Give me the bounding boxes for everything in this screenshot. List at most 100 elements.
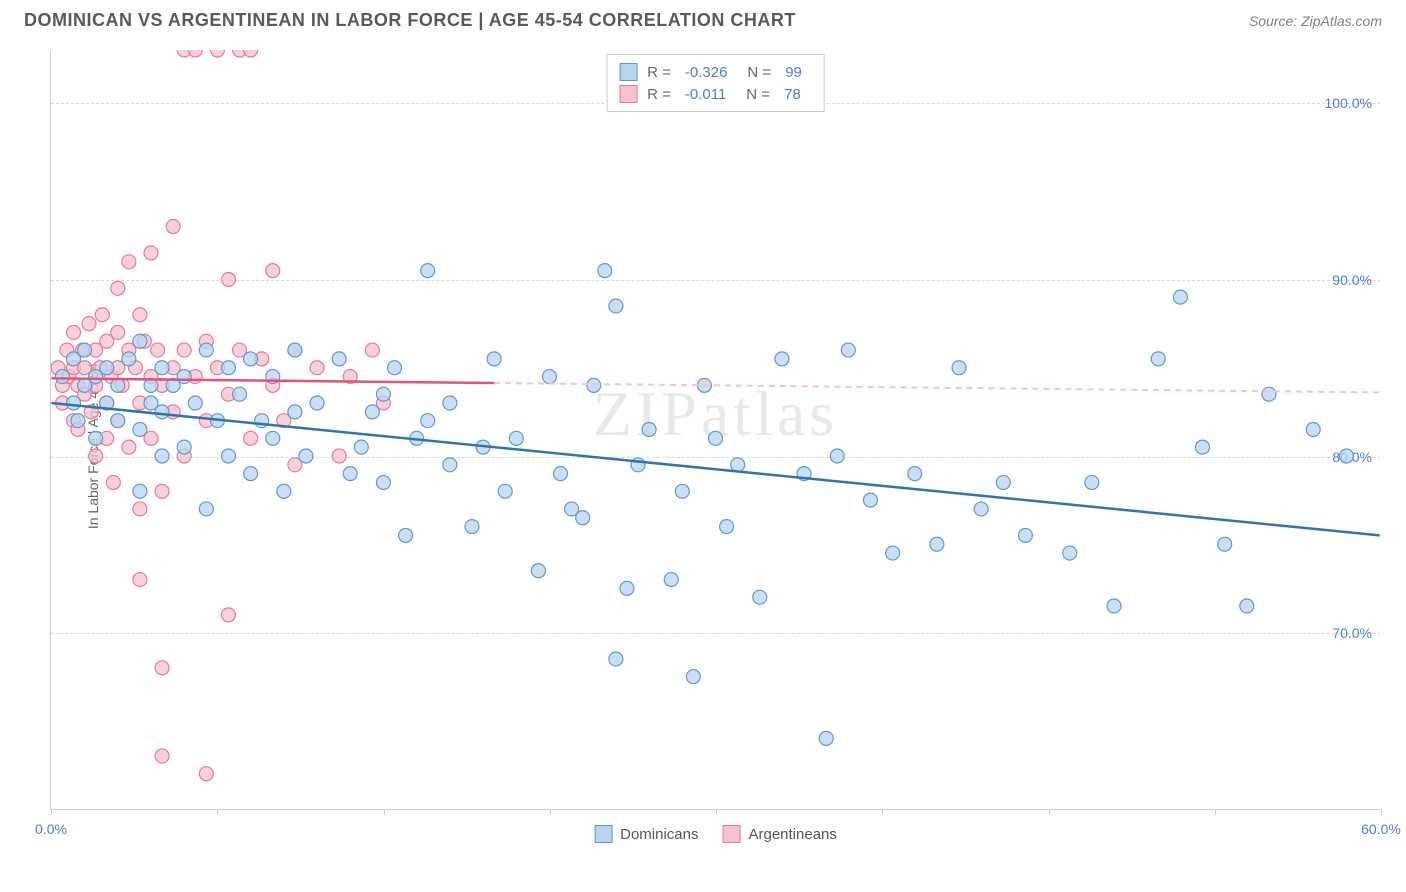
data-point xyxy=(587,378,601,392)
n-value-0: 99 xyxy=(785,64,802,81)
data-point xyxy=(841,343,855,357)
data-point xyxy=(155,749,169,763)
data-point xyxy=(952,361,966,375)
data-point xyxy=(598,264,612,278)
data-point xyxy=(1218,537,1232,551)
data-point xyxy=(332,449,346,463)
data-point xyxy=(166,220,180,234)
data-point xyxy=(443,396,457,410)
source-name: ZipAtlas.com xyxy=(1301,13,1382,29)
legend-item-dominicans: Dominicans xyxy=(594,825,698,843)
data-point xyxy=(376,475,390,489)
data-point xyxy=(1240,599,1254,613)
data-point xyxy=(244,50,258,57)
data-point xyxy=(974,502,988,516)
x-tick xyxy=(1215,809,1216,815)
chart-title: DOMINICAN VS ARGENTINEAN IN LABOR FORCE … xyxy=(24,10,796,31)
data-point xyxy=(199,343,213,357)
data-point xyxy=(177,370,191,384)
data-point xyxy=(221,449,235,463)
x-tick xyxy=(716,809,717,815)
x-tick-label: 0.0% xyxy=(35,821,67,837)
swatch-argentineans-bottom xyxy=(722,825,740,843)
data-point xyxy=(609,652,623,666)
data-point xyxy=(1262,387,1276,401)
data-point xyxy=(1107,599,1121,613)
data-point xyxy=(443,458,457,472)
data-point xyxy=(111,325,125,339)
data-point xyxy=(886,546,900,560)
data-point xyxy=(399,528,413,542)
x-tick xyxy=(550,809,551,815)
data-point xyxy=(830,449,844,463)
data-point xyxy=(71,414,85,428)
data-point xyxy=(1151,352,1165,366)
data-point xyxy=(89,449,103,463)
legend-label-dominicans: Dominicans xyxy=(620,826,698,843)
data-point xyxy=(111,378,125,392)
data-point xyxy=(332,352,346,366)
data-point xyxy=(89,431,103,445)
x-tick xyxy=(1381,809,1382,815)
x-tick xyxy=(882,809,883,815)
data-point xyxy=(576,511,590,525)
swatch-argentineans xyxy=(619,85,637,103)
data-point xyxy=(133,484,147,498)
data-point xyxy=(930,537,944,551)
data-point xyxy=(620,581,634,595)
swatch-dominicans xyxy=(619,63,637,81)
r-value-0: -0.326 xyxy=(685,64,728,81)
stats-row-argentineans: R = -0.011 N = 78 xyxy=(619,83,812,105)
data-point xyxy=(221,608,235,622)
chart-plot-area: ZIPatlas 70.0%80.0%90.0%100.0% 0.0%60.0%… xyxy=(50,50,1380,810)
data-point xyxy=(122,352,136,366)
data-point xyxy=(155,661,169,675)
data-point xyxy=(1063,546,1077,560)
data-point xyxy=(122,255,136,269)
data-point xyxy=(664,573,678,587)
data-point xyxy=(996,475,1010,489)
data-point xyxy=(299,449,313,463)
r-label-1: R = xyxy=(647,86,671,103)
data-point xyxy=(675,484,689,498)
data-point xyxy=(1018,528,1032,542)
data-point xyxy=(1306,423,1320,437)
data-point xyxy=(78,343,92,357)
data-point xyxy=(199,502,213,516)
n-value-1: 78 xyxy=(784,86,801,103)
data-point xyxy=(709,431,723,445)
data-point xyxy=(288,343,302,357)
data-point xyxy=(155,361,169,375)
data-point xyxy=(188,396,202,410)
data-point xyxy=(421,414,435,428)
data-point xyxy=(151,343,165,357)
data-point xyxy=(343,467,357,481)
data-point xyxy=(720,520,734,534)
data-point xyxy=(310,361,324,375)
x-tick xyxy=(217,809,218,815)
data-point xyxy=(133,308,147,322)
x-tick xyxy=(51,809,52,815)
data-point xyxy=(465,520,479,534)
data-point xyxy=(55,370,69,384)
data-point xyxy=(111,414,125,428)
data-point xyxy=(67,325,81,339)
data-point xyxy=(1196,440,1210,454)
data-point xyxy=(609,299,623,313)
x-tick-label: 60.0% xyxy=(1361,821,1401,837)
data-point xyxy=(155,405,169,419)
data-point xyxy=(1085,475,1099,489)
data-point xyxy=(133,334,147,348)
data-point xyxy=(244,352,258,366)
data-point xyxy=(365,405,379,419)
swatch-dominicans-bottom xyxy=(594,825,612,843)
data-point xyxy=(498,484,512,498)
data-point xyxy=(376,387,390,401)
data-point xyxy=(155,449,169,463)
r-label-0: R = xyxy=(647,64,671,81)
data-point xyxy=(686,670,700,684)
data-point xyxy=(277,484,291,498)
data-point xyxy=(542,370,556,384)
data-point xyxy=(95,308,109,322)
data-point xyxy=(365,343,379,357)
